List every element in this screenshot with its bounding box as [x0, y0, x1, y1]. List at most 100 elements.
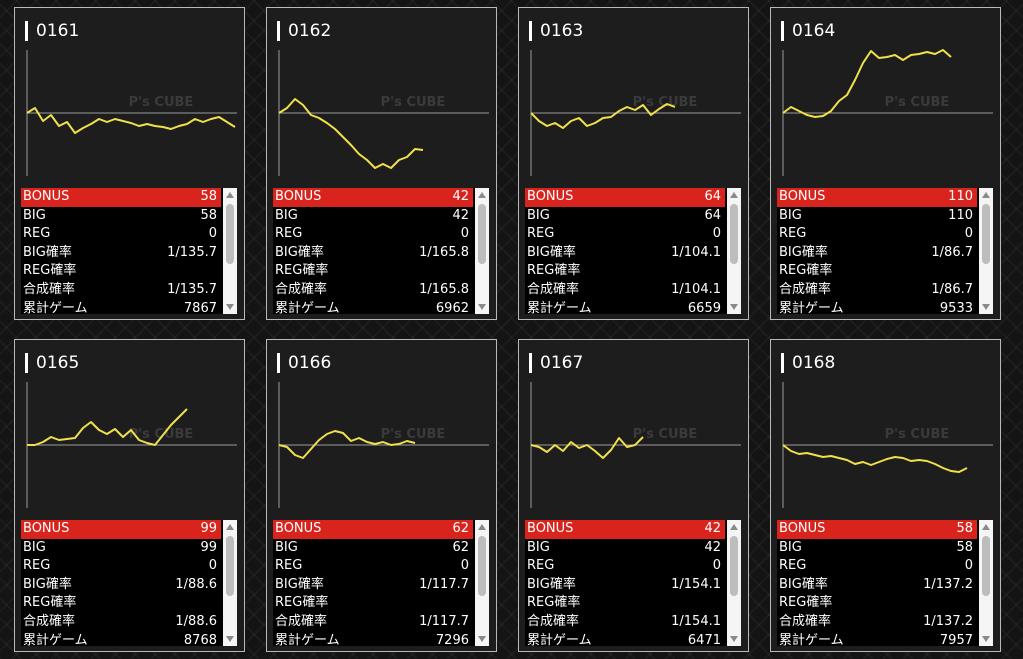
stat-label: BONUS	[275, 189, 322, 204]
machine-card[interactable]: 0164 P's CUBE BONUS 110 BIG 110 REG 0 BIG確率 1/86.…	[770, 7, 1001, 320]
scroll-up-icon[interactable]	[982, 524, 990, 530]
stat-row-reg: REG 0	[273, 225, 473, 244]
slump-line	[782, 49, 952, 118]
stat-label: BIG確率	[527, 576, 576, 592]
slump-line	[27, 408, 188, 446]
stat-row-big: BIG 99	[21, 539, 221, 558]
scroll-down-icon[interactable]	[730, 304, 738, 310]
stats-table: BONUS 58 BIG 58 REG 0 BIG確率 1/137.2 REG確率 合成確率 1/1…	[777, 520, 993, 648]
stat-row-bonus: BONUS 99	[21, 520, 221, 539]
stat-row-big: BIG 42	[525, 539, 725, 558]
machine-card[interactable]: 0167 P's CUBE BONUS 42 BIG 42 REG 0 BIG確率 1/154.1…	[518, 339, 749, 652]
stat-label: REG	[23, 558, 51, 574]
machine-number: 0168	[792, 353, 836, 373]
stats-table: BONUS 62 BIG 62 REG 0 BIG確率 1/117.7 REG確率 合成確率 1/1…	[273, 520, 489, 648]
scroll-down-icon[interactable]	[730, 636, 738, 642]
scroll-up-icon[interactable]	[730, 192, 738, 198]
machine-card[interactable]: 0163 P's CUBE BONUS 64 BIG 64 REG 0 BIG確率 1/104.1…	[518, 7, 749, 320]
scroll-up-icon[interactable]	[982, 192, 990, 198]
stat-value: 1/86.7	[931, 281, 973, 297]
slump-line	[530, 103, 676, 129]
stat-row-total-rate: 合成確率 1/88.6	[21, 613, 221, 632]
stat-label: 合成確率	[527, 281, 580, 297]
scrollbar[interactable]	[727, 520, 741, 646]
stat-row-reg-rate: REG確率	[525, 594, 725, 613]
slump-graph: P's CUBE	[530, 382, 741, 508]
stats-table: BONUS 99 BIG 99 REG 0 BIG確率 1/88.6 REG確率 合成確率 1/88…	[21, 520, 237, 648]
scroll-up-icon[interactable]	[478, 524, 486, 530]
scroll-thumb[interactable]	[730, 536, 738, 596]
scrollbar[interactable]	[223, 188, 237, 314]
scroll-up-icon[interactable]	[730, 524, 738, 530]
scrollbar[interactable]	[223, 520, 237, 646]
scroll-down-icon[interactable]	[982, 304, 990, 310]
stats-table: BONUS 42 BIG 42 REG 0 BIG確率 1/154.1 REG確率 合成確率 1/1…	[525, 520, 741, 648]
stat-value: 0	[208, 226, 217, 242]
scrollbar[interactable]	[979, 188, 993, 314]
stat-label: REG確率	[527, 595, 581, 611]
stat-row-bonus: BONUS 42	[273, 188, 473, 207]
stat-value: 6659	[687, 300, 721, 316]
stat-value: 1/88.6	[175, 613, 217, 629]
stat-label: REG確率	[23, 595, 77, 611]
stat-label: BONUS	[23, 189, 70, 204]
scroll-thumb[interactable]	[226, 204, 234, 264]
slump-line	[530, 436, 644, 459]
stat-row-bonus: BONUS 58	[21, 188, 221, 207]
slump-graph: P's CUBE	[278, 382, 489, 508]
stat-row-reg: REG 0	[777, 557, 977, 576]
stat-value: 99	[200, 521, 217, 536]
scroll-down-icon[interactable]	[226, 636, 234, 642]
scroll-down-icon[interactable]	[982, 636, 990, 642]
stat-value: 1/88.6	[175, 576, 217, 592]
stat-row-big-rate: BIG確率 1/154.1	[525, 576, 725, 595]
stat-label: REG	[527, 226, 555, 242]
scrollbar[interactable]	[475, 520, 489, 646]
machine-card[interactable]: 0161 P's CUBE BONUS 58 BIG 58 REG 0 BIG確率 1/135.7…	[14, 7, 245, 320]
scroll-down-icon[interactable]	[478, 304, 486, 310]
watermark-logo: P's CUBE	[885, 95, 950, 110]
stat-value: 0	[712, 226, 721, 242]
stat-row-total-rate: 合成確率 1/104.1	[525, 281, 725, 300]
scroll-thumb[interactable]	[982, 204, 990, 264]
number-marker	[277, 21, 280, 41]
scroll-up-icon[interactable]	[478, 192, 486, 198]
watermark-logo: P's CUBE	[129, 95, 194, 110]
stat-value: 58	[956, 539, 973, 555]
slump-line	[278, 98, 424, 169]
stat-row-games: 累計ゲーム 6471	[525, 632, 725, 651]
scroll-up-icon[interactable]	[226, 192, 234, 198]
stat-row-big-rate: BIG確率 1/86.7	[777, 244, 977, 263]
scroll-up-icon[interactable]	[226, 524, 234, 530]
scroll-thumb[interactable]	[730, 204, 738, 264]
stat-value: 8768	[183, 632, 217, 648]
machine-card[interactable]: 0166 P's CUBE BONUS 62 BIG 62 REG 0 BIG確率 1/117.7…	[266, 339, 497, 652]
stat-value: 1/154.1	[671, 613, 721, 629]
scroll-down-icon[interactable]	[478, 636, 486, 642]
slump-line	[278, 430, 416, 459]
stat-row-reg: REG 0	[525, 557, 725, 576]
scrollbar[interactable]	[475, 188, 489, 314]
scroll-down-icon[interactable]	[226, 304, 234, 310]
scroll-thumb[interactable]	[478, 536, 486, 596]
scroll-thumb[interactable]	[478, 204, 486, 264]
stat-label: 合成確率	[527, 613, 580, 629]
scroll-thumb[interactable]	[226, 536, 234, 596]
machine-card[interactable]: 0162 P's CUBE BONUS 42 BIG 42 REG 0 BIG確率 1/165.8…	[266, 7, 497, 320]
stat-row-games: 累計ゲーム 7867	[21, 300, 221, 319]
stat-row-total-rate: 合成確率 1/86.7	[777, 281, 977, 300]
stat-value: 1/86.7	[931, 244, 973, 260]
machine-card[interactable]: 0168 P's CUBE BONUS 58 BIG 58 REG 0 BIG確率 1/137.2…	[770, 339, 1001, 652]
stat-label: BIG確率	[23, 576, 72, 592]
stat-label: BONUS	[275, 521, 322, 536]
stat-row-total-rate: 合成確率 1/165.8	[273, 281, 473, 300]
stat-value: 99	[200, 539, 217, 555]
scrollbar[interactable]	[727, 188, 741, 314]
scroll-thumb[interactable]	[982, 536, 990, 596]
machine-number: 0167	[540, 353, 584, 373]
stat-row-big: BIG 110	[777, 207, 977, 226]
scrollbar[interactable]	[979, 520, 993, 646]
slump-graph: P's CUBE	[278, 50, 489, 176]
machine-card[interactable]: 0165 P's CUBE BONUS 99 BIG 99 REG 0 BIG確率 1/88.6 R…	[14, 339, 245, 652]
